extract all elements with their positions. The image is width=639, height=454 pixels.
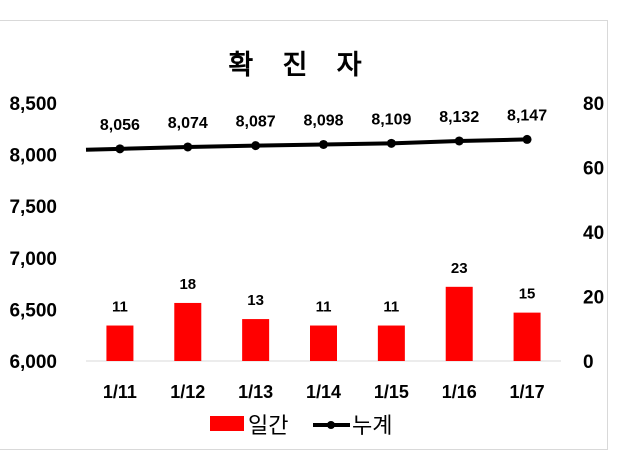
bar-series: 11 18 13 11 11 23 15: [106, 260, 541, 361]
bar-data-label: 11: [112, 299, 128, 316]
line-point: [115, 144, 125, 154]
bar-data-label: 13: [247, 292, 264, 309]
line-point: [454, 136, 464, 146]
x-axis-tick-label: 1/16: [442, 382, 477, 402]
x-axis-tick-label: 1/17: [510, 382, 545, 402]
line-data-label: 8,098: [303, 112, 343, 129]
line-data-label: 8,056: [100, 117, 140, 134]
bar: [310, 325, 337, 361]
legend-line-marker: [327, 421, 335, 429]
line-point: [386, 138, 396, 148]
line-point: [183, 142, 193, 152]
chart-title: 확 진 자: [228, 50, 371, 81]
bar: [106, 325, 134, 361]
legend: 일간 누계: [210, 414, 392, 439]
left-axis: 6,000 6,500 7,000 7,500 8,000 8,500: [9, 94, 57, 373]
x-axis-tick-label: 1/15: [374, 382, 409, 402]
x-axis-tick-label: 1/12: [170, 382, 205, 402]
x-axis-tick-label: 1/11: [103, 382, 137, 402]
line-data-label: 8,109: [371, 111, 411, 128]
left-axis-tick-label: 7,000: [9, 249, 57, 270]
bar-data-label: 11: [316, 299, 332, 316]
bar-data-label: 11: [383, 299, 399, 316]
bar: [174, 302, 202, 361]
right-axis-tick-label: 0: [583, 352, 594, 373]
line-data-label: 8,132: [439, 109, 479, 126]
bar: [445, 286, 473, 361]
right-axis: 0 20 40 60 80: [583, 94, 604, 373]
bar: [242, 319, 270, 361]
left-axis-tick-label: 6,000: [9, 352, 57, 373]
right-axis-tick-label: 80: [583, 94, 604, 115]
line-series: 8,056 8,074 8,087 8,098 8,109 8,132 8,147: [85, 107, 547, 154]
right-axis-tick-label: 40: [583, 223, 604, 244]
x-axis-ticks: 1/11 1/12 1/13 1/14 1/15 1/16 1/17: [103, 382, 545, 402]
line-path: [85, 137, 528, 152]
legend-line-label: 누계: [352, 414, 392, 439]
line-data-label: 8,087: [236, 114, 276, 131]
left-axis-tick-label: 8,000: [9, 146, 57, 167]
left-axis-tick-label: 8,500: [9, 94, 57, 115]
bar-data-label: 23: [451, 260, 468, 277]
x-axis-tick-label: 1/13: [238, 382, 273, 402]
right-axis-tick-label: 20: [583, 288, 604, 309]
bar-data-label: 15: [519, 286, 536, 303]
left-axis-tick-label: 6,500: [9, 300, 57, 321]
bar-data-label: 18: [179, 276, 196, 293]
left-axis-tick-label: 7,500: [9, 197, 57, 218]
right-axis-tick-label: 60: [583, 159, 604, 180]
bar: [513, 312, 541, 361]
line-point: [522, 134, 532, 144]
legend-bar-label: 일간: [248, 414, 288, 439]
line-data-label: 8,147: [507, 107, 547, 124]
chart-frame: [0, 20, 608, 450]
line-point: [251, 141, 261, 151]
x-axis-tick-label: 1/14: [306, 382, 341, 402]
line-point: [319, 139, 328, 149]
line-data-label: 8,074: [168, 115, 208, 132]
bar: [377, 325, 405, 361]
legend-bar-swatch: [210, 416, 244, 431]
